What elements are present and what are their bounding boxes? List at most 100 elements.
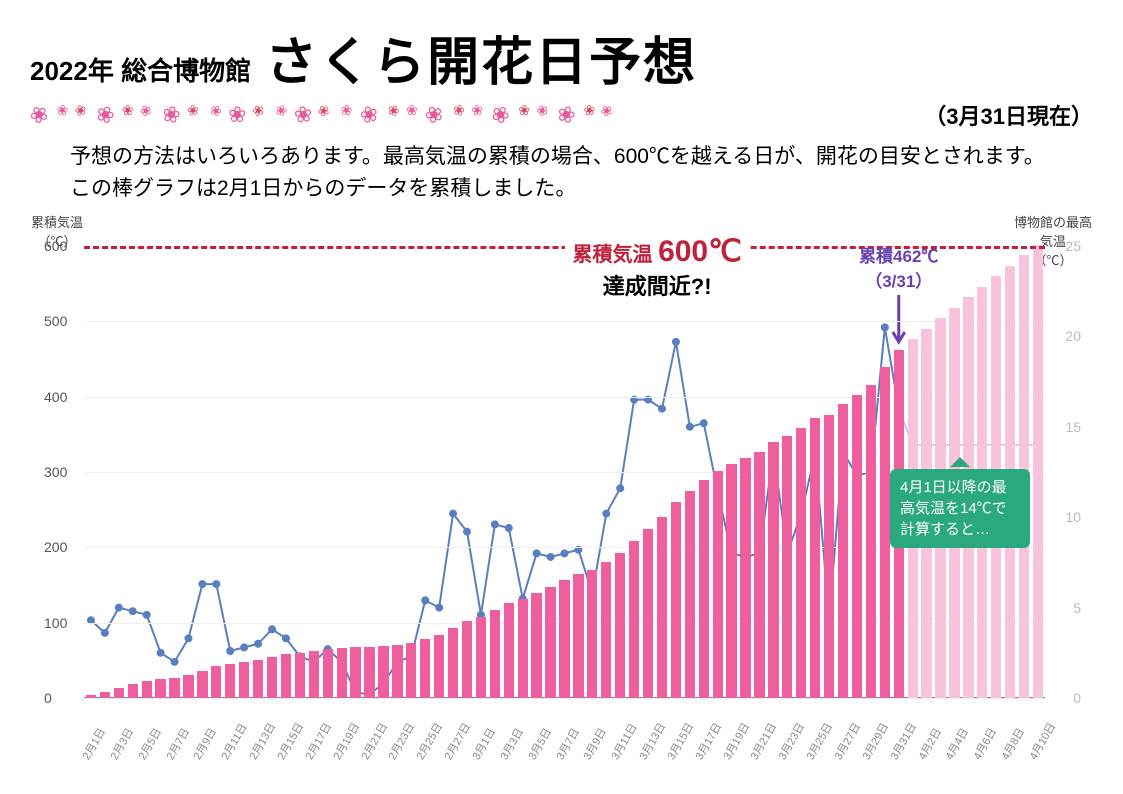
petal-icon: ❀ — [186, 101, 202, 129]
bar — [796, 428, 806, 698]
bar — [309, 651, 319, 698]
as-of-date: （3月31日現在） — [924, 99, 1093, 131]
chart-container: 累積気温（℃） 博物館の最高気温（℃） 01002003004005006000… — [30, 212, 1093, 752]
bar — [852, 395, 862, 698]
bar — [685, 491, 695, 698]
x-tick: 3月27日 — [830, 720, 864, 763]
bar — [824, 415, 834, 698]
bar — [754, 452, 764, 698]
y-tick-left: 100 — [44, 615, 67, 631]
petal-icon: ❀ — [292, 101, 313, 129]
bar — [420, 639, 430, 698]
y-tick-left: 300 — [44, 464, 67, 480]
bar — [559, 580, 569, 698]
description-text: 予想の方法はいろいろあります。最高気温の累積の場合、600℃を越える日が、開花の… — [70, 141, 1053, 204]
petal-icon: ❀ — [25, 99, 54, 131]
petal-icon: ❀ — [469, 101, 485, 129]
bar — [531, 593, 541, 698]
x-tick: 2月5日 — [134, 725, 165, 763]
bar — [100, 692, 110, 698]
petal-icon: ❀ — [405, 102, 417, 128]
petal-icon: ❀ — [554, 100, 580, 130]
x-tick: 2月1日 — [78, 725, 109, 763]
bar — [768, 442, 778, 698]
bar — [364, 647, 374, 698]
bar — [810, 418, 820, 698]
plot-area: 010020030040050060005101520252月1日2月3日2月5… — [84, 246, 1045, 698]
bar — [1033, 245, 1043, 699]
title-main: さくら開花日予想 — [265, 20, 697, 95]
bar — [378, 646, 388, 698]
x-tick: 4月6日 — [969, 725, 1000, 763]
bar — [434, 635, 444, 698]
bar — [518, 599, 528, 698]
petal-icon: ❀ — [382, 101, 403, 130]
bar — [267, 657, 277, 698]
bar — [615, 553, 625, 698]
petal-icon: ❀ — [314, 101, 337, 129]
bar — [406, 643, 416, 698]
petal-icon: ❀ — [486, 99, 514, 131]
bar — [587, 570, 597, 698]
x-tick: 3月25日 — [802, 720, 836, 763]
bar — [726, 464, 736, 698]
bar — [86, 695, 96, 698]
petal-icon: ❀ — [534, 101, 554, 129]
petal-icon: ❀ — [449, 101, 466, 129]
petal-icon: ❀ — [598, 101, 621, 129]
bar — [114, 688, 124, 698]
petal-icon: ❀ — [517, 102, 531, 129]
bar — [169, 678, 179, 698]
bar — [545, 587, 555, 698]
gridline — [84, 698, 1045, 699]
petal-icon: ❀ — [356, 100, 381, 130]
petal-icon: ❀ — [122, 102, 135, 128]
petal-icon: ❀ — [73, 101, 91, 129]
x-tick: 3月9日 — [579, 725, 610, 763]
bar — [657, 517, 667, 698]
bar — [448, 628, 458, 698]
x-tick: 3月7日 — [552, 725, 583, 763]
y-tick-left: 0 — [44, 690, 52, 706]
x-tick: 2月3日 — [106, 725, 137, 763]
bar — [866, 385, 876, 698]
y-tick-right: 25 — [1065, 238, 1081, 254]
bar — [643, 529, 653, 698]
x-tick: 2月9日 — [189, 725, 220, 763]
x-tick: 2月7日 — [162, 725, 193, 763]
petal-icon: ❀ — [203, 101, 225, 130]
bar — [350, 647, 360, 698]
y-tick-left: 600 — [44, 238, 67, 254]
petal-decoration: ❀❀❀❀❀❀❀❀❀❀❀❀❀❀❀❀❀❀❀❀❀❀❀❀❀❀❀ — [30, 102, 615, 128]
header: 2022年 総合博物館 さくら開花日予想 ❀❀❀❀❀❀❀❀❀❀❀❀❀❀❀❀❀❀❀… — [30, 20, 1093, 131]
y-tick-right: 20 — [1065, 328, 1081, 344]
x-tick: 2月27日 — [440, 720, 474, 763]
x-tick: 3月11日 — [607, 720, 641, 762]
x-tick: 2月11日 — [217, 720, 251, 762]
x-tick: 3月23日 — [774, 720, 808, 763]
bar — [253, 660, 263, 698]
petal-icon: ❀ — [421, 99, 448, 130]
bar — [392, 645, 402, 698]
cumulative-annotation: 累積462℃（3/31） — [844, 242, 954, 292]
bar — [838, 404, 848, 698]
x-tick: 3月5日 — [524, 725, 555, 763]
y-tick-left: 500 — [44, 313, 67, 329]
bar — [128, 684, 138, 698]
bar — [142, 681, 152, 698]
bar — [699, 480, 709, 698]
bar — [211, 666, 221, 698]
petal-icon: ❀ — [159, 100, 182, 129]
bar — [782, 436, 792, 698]
y-tick-right: 15 — [1065, 419, 1081, 435]
x-tick: 4月10日 — [1025, 720, 1059, 763]
y-tick-right: 10 — [1065, 509, 1081, 525]
bar — [337, 648, 347, 698]
x-tick: 4月4日 — [941, 725, 972, 763]
bar — [476, 617, 486, 698]
bar — [504, 603, 514, 698]
x-tick: 2月25日 — [412, 720, 446, 763]
title-prefix: 2022年 総合博物館 — [30, 51, 251, 88]
y-tick-left: 400 — [44, 389, 67, 405]
x-tick: 2月13日 — [245, 720, 279, 763]
